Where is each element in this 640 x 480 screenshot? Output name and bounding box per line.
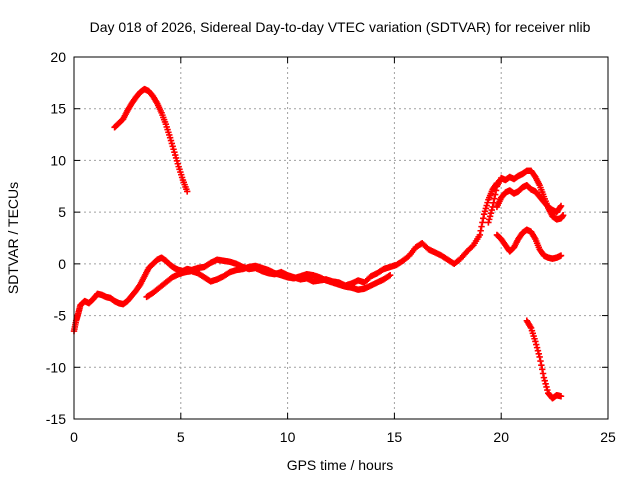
data-point — [486, 213, 494, 220]
data-point — [487, 209, 495, 217]
data-point — [557, 202, 565, 210]
y-tick-label: 20 — [50, 49, 66, 65]
series-arc-4-evening-high — [485, 167, 567, 226]
data-point — [480, 215, 487, 222]
data-point — [476, 231, 484, 239]
y-tick-label: 15 — [50, 101, 66, 117]
data-point — [485, 219, 492, 226]
y-tick-label: 0 — [58, 256, 66, 272]
x-tick-label: 5 — [177, 429, 185, 445]
data-point — [541, 377, 548, 384]
data-point — [468, 243, 476, 250]
data-point — [539, 370, 547, 377]
series-arc-7-evening-low — [523, 317, 565, 402]
series-arc-5-evening-mid — [493, 182, 565, 216]
data-point — [492, 187, 500, 194]
data-point — [385, 272, 393, 280]
y-tick-label: -15 — [46, 411, 66, 427]
data-point — [557, 393, 565, 400]
data-point — [557, 252, 565, 259]
data-point — [538, 362, 545, 369]
data-point — [537, 357, 544, 365]
data-point — [386, 272, 394, 279]
y-axis-label: SDTVAR / TECUs — [5, 182, 21, 294]
data-point — [536, 353, 543, 361]
data-point — [535, 350, 542, 358]
grid-lines — [74, 57, 608, 419]
data-point — [488, 206, 496, 214]
data-point — [542, 380, 549, 388]
data-point — [556, 203, 564, 211]
data-point — [479, 219, 486, 226]
chart-title: Day 018 of 2026, Sidereal Day-to-day VTE… — [90, 19, 591, 35]
data-point — [184, 188, 191, 195]
data-point — [486, 216, 493, 223]
data-point — [477, 227, 484, 234]
y-tick-label: 10 — [50, 152, 66, 168]
data-points — [70, 85, 567, 402]
x-axis-label: GPS time / hours — [287, 457, 394, 473]
data-point — [543, 383, 550, 391]
series-arc-1-high — [111, 85, 191, 195]
data-point — [539, 366, 546, 373]
x-tick-label: 20 — [493, 429, 509, 445]
data-point — [544, 386, 551, 394]
data-point — [532, 338, 539, 345]
x-tick-label: 0 — [70, 429, 78, 445]
series-arc-6-evening-zero — [493, 226, 565, 262]
data-point — [534, 347, 542, 354]
data-point — [540, 374, 548, 381]
x-tick-label: 10 — [280, 429, 296, 445]
x-tick-label: 25 — [600, 429, 616, 445]
data-point — [478, 223, 485, 230]
series-arc-3-low — [143, 262, 394, 301]
y-tick-label: 5 — [58, 204, 66, 220]
data-point — [533, 344, 541, 351]
y-tick-label: -10 — [46, 359, 66, 375]
data-point — [492, 191, 499, 198]
axis-ticks: 0 5 10 15 20 25 -15 -10 -5 0 5 10 15 20 — [46, 49, 616, 445]
data-point — [533, 341, 540, 348]
plot-frame — [73, 56, 609, 420]
data-point — [491, 195, 498, 202]
x-tick-label: 15 — [387, 429, 403, 445]
data-point — [559, 212, 567, 219]
y-tick-label: -5 — [54, 308, 67, 324]
series-arc-2-low — [70, 179, 501, 335]
